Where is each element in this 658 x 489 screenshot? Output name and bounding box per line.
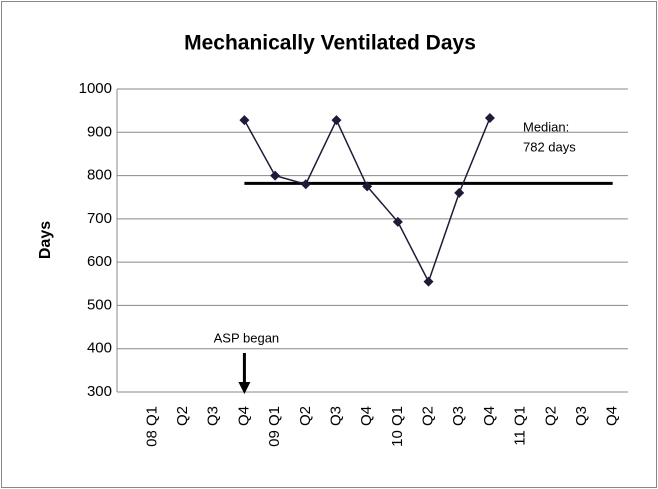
data-point [454, 187, 465, 198]
y-tick-label: 600 [87, 253, 112, 270]
y-tick-label: 800 [87, 167, 112, 184]
data-point [423, 276, 434, 287]
x-tick-label: Q4 [235, 406, 252, 426]
x-tick-label: Q2 [542, 406, 559, 426]
x-tick-label: Q4 [358, 406, 375, 426]
x-tick-label: Q3 [573, 406, 590, 426]
data-point [484, 113, 495, 124]
x-tick-label: 11 Q1 [512, 406, 529, 446]
x-tick-label: 08 Q1 [143, 406, 160, 447]
data-point [362, 181, 373, 192]
x-tick-label: Q3 [450, 406, 467, 426]
x-tick-label: Q4 [604, 406, 621, 426]
y-tick-label: 300 [87, 383, 112, 400]
data-point [300, 179, 311, 190]
median-label: 782 days [523, 139, 576, 154]
data-point [239, 115, 250, 126]
x-tick-label: Q2 [174, 406, 191, 426]
x-tick-label: Q3 [327, 406, 344, 426]
data-point [331, 115, 342, 126]
x-tick-label: Q2 [297, 406, 314, 426]
data-point [392, 216, 403, 227]
y-axis-label: Days [37, 221, 54, 259]
arrow-head [238, 382, 251, 394]
x-tick-label: Q4 [481, 406, 498, 426]
y-tick-label: 900 [87, 123, 112, 140]
data-point [270, 170, 281, 181]
x-tick-label: Q3 [205, 406, 222, 426]
y-tick-label: 500 [87, 296, 112, 313]
annotation: ASP began [214, 330, 280, 345]
y-tick-label: 1000 [79, 80, 112, 97]
x-tick-label: 10 Q1 [389, 406, 406, 447]
y-tick-label: 700 [87, 210, 112, 227]
median-label: Median: [523, 119, 569, 134]
y-tick-label: 400 [87, 340, 112, 357]
x-tick-label: Q2 [420, 406, 437, 426]
chart-title: Mechanically Ventilated Days [184, 32, 476, 55]
x-tick-label: 09 Q1 [266, 406, 283, 447]
